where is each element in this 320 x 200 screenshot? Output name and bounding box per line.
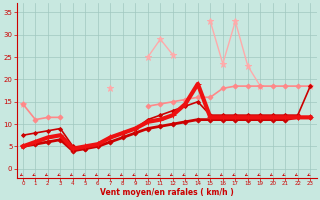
X-axis label: Vent moyen/en rafales ( km/h ): Vent moyen/en rafales ( km/h ) [100, 188, 234, 197]
